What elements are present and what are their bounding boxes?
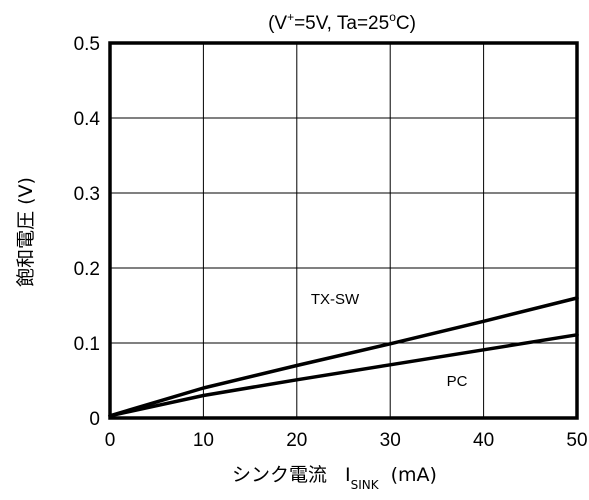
x-tick-label: 30 <box>380 430 401 451</box>
title-superscript: + <box>287 10 294 24</box>
series-line-tx-sw <box>108 296 579 418</box>
y-tick-label: 0 <box>89 409 100 430</box>
x-tick-label: 10 <box>193 430 214 451</box>
series-label-pc: PC <box>447 373 468 390</box>
y-tick-label: 0.1 <box>74 334 100 355</box>
y-tick-label: 0.2 <box>74 259 100 280</box>
title-prefix: (V <box>268 13 287 34</box>
x-axis-label-unit: (mA) <box>391 464 437 486</box>
plot-frame <box>108 41 579 420</box>
y-axis-label: 飽和電圧 (V) <box>15 177 37 287</box>
title-suffix: C) <box>396 13 416 34</box>
plot-area: TX-SW PC 0 0.1 0.2 0.3 0.4 0.5 0 10 20 30 40 50 <box>74 34 588 451</box>
x-axis-label-symbol: I <box>345 464 351 486</box>
x-axis-label-subscript: SINK <box>351 478 380 492</box>
x-tick-label: 0 <box>105 430 116 451</box>
x-axis-label-main: シンク電流 <box>232 464 327 486</box>
x-tick-label: 50 <box>566 430 587 451</box>
x-axis-label: シンク電流 ISINK (mA) <box>232 464 437 492</box>
x-tick-label: 40 <box>473 430 494 451</box>
series-line-pc <box>108 333 579 418</box>
x-tick-label: 20 <box>286 430 307 451</box>
title-middle: =5V, Ta=25 <box>294 13 389 34</box>
y-tick-label: 0.5 <box>74 34 100 55</box>
y-tick-label: 0.4 <box>74 109 101 130</box>
title-degree: o <box>389 10 396 24</box>
y-tick-label: 0.3 <box>74 184 100 205</box>
series-label-tx-sw: TX-SW <box>311 291 360 308</box>
chart-title: (V+=5V, Ta=25oC) <box>268 10 416 34</box>
